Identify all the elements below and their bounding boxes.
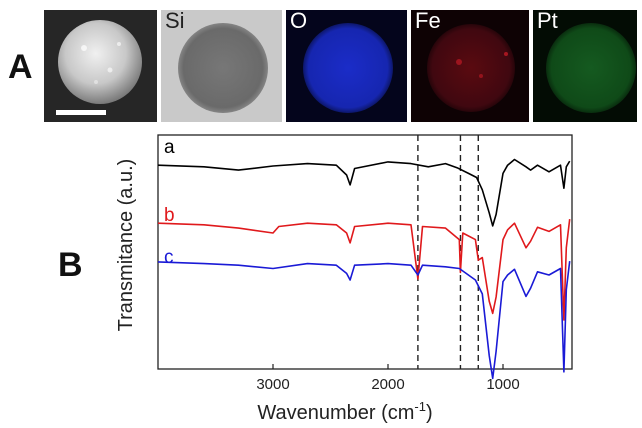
sem-image-graphic [44,10,157,122]
x-tick-label: 3000 [256,376,289,393]
reference-lines [418,135,478,369]
x-axis-label-main: Wavenumber (cm [257,402,414,424]
series-label-a: a [164,137,175,158]
chart-series [158,160,570,379]
series-line-b [158,219,570,320]
series-label-b: b [164,205,175,226]
x-tick-label: 1000 [486,376,519,393]
x-axis-label-sup: -1 [414,399,426,414]
x-axis-label: Wavenumber (cm-1) [257,399,432,424]
ftir-chart: 3000 2000 1000 a bc Transmitance (a.u.) Wav… [110,125,632,425]
scale-bar [56,110,106,115]
chart-frame [158,135,572,369]
sem-image [44,10,157,122]
y-axis-label: Transmitance (a.u.) [115,159,137,332]
o-label: O [290,10,307,34]
pt-map-tile: Pt [533,10,637,122]
series-label-c: c [164,247,174,268]
si-label: Si [165,10,185,34]
series-line-c [158,261,570,378]
pt-label: Pt [537,10,558,34]
fe-map-tile: Fe [411,10,529,122]
panel-b-label: B [58,246,83,285]
plot-border [158,135,572,369]
series-labels: a bc [164,137,175,268]
si-map-tile: Si [161,10,282,122]
o-map-tile: O [286,10,407,122]
panel-a-label: A [8,48,33,87]
x-axis-label-suffix: ) [426,402,433,424]
series-line-a [158,160,570,226]
x-tick-label: 2000 [371,376,404,393]
fe-label: Fe [415,10,441,34]
